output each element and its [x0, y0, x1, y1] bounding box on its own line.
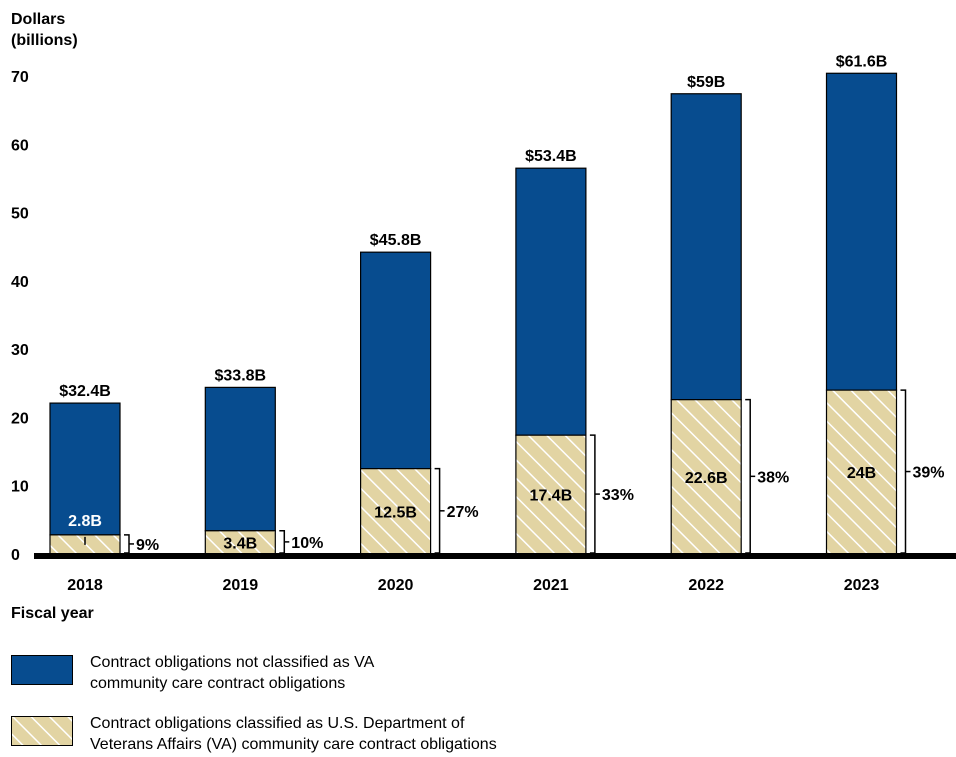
legend-label: Contract obligations not classified as V… [90, 652, 630, 694]
bar-chart: 0 10 20 30 40 50 60 70 $32.4B 2.8B 9% $33.8B 3.4B 10… [11, 53, 956, 594]
legend-label-line: community care contract obligations [90, 675, 346, 692]
x-tick-label: 2020 [378, 577, 414, 594]
legend-item-community-care: Contract obligations classified as U.S. … [11, 713, 631, 757]
share-label: 39% [913, 465, 945, 482]
share-bracket [434, 467, 441, 554]
bar-other [360, 251, 432, 470]
y-tick-label: 20 [11, 410, 29, 427]
y-tick-label: 10 [11, 479, 29, 496]
y-tick-label: 70 [11, 69, 29, 86]
bar-other [670, 93, 742, 401]
share-bracket [279, 530, 286, 554]
bar-other [515, 167, 587, 436]
share-label: 38% [757, 469, 789, 486]
bar-other [825, 72, 898, 391]
x-tick-label: 2022 [688, 577, 724, 594]
total-label: $61.6B [836, 53, 888, 70]
y-tick-label: 30 [11, 342, 29, 359]
x-tick-label: 2023 [844, 577, 880, 594]
value-label: 22.6B [685, 470, 728, 487]
legend-swatch-hatched [11, 716, 73, 746]
legend-label-line: Contract obligations not classified as V… [90, 654, 375, 671]
share-label: 27% [447, 504, 479, 521]
share-label: 9% [136, 537, 159, 554]
share-label: 10% [291, 535, 323, 552]
total-label: $33.8B [215, 367, 267, 384]
y-tick-label: 40 [11, 274, 29, 291]
legend-label-line: Veterans Affairs (VA) community care con… [90, 736, 497, 753]
share-bracket [900, 389, 907, 554]
value-label: 24B [847, 465, 876, 482]
x-axis-title: Fiscal year [11, 605, 94, 622]
legend-label-line: Contract obligations classified as U.S. … [90, 715, 465, 732]
value-label: 12.5B [374, 504, 417, 521]
y-tick-label: 0 [11, 547, 20, 564]
legend-item-other: Contract obligations not classified as V… [11, 652, 631, 696]
x-tick-label: 2018 [67, 577, 103, 594]
share-bracket [124, 534, 130, 554]
x-axis-ticks: 2018 2019 2020 2021 2022 2023 [67, 577, 879, 594]
y-axis-title: Dollars (billions) [11, 9, 78, 51]
bar-community-care [825, 389, 898, 555]
share-bracket [589, 434, 596, 554]
bar-other [204, 386, 276, 532]
y-tick-label: 60 [11, 137, 29, 154]
legend-label: Contract obligations classified as U.S. … [90, 713, 630, 755]
y-tick-label: 50 [11, 206, 29, 223]
bar-community-care [360, 468, 432, 555]
total-label: $32.4B [59, 383, 111, 400]
total-label: $53.4B [525, 148, 577, 165]
value-label: 3.4B [223, 535, 257, 552]
bars [49, 72, 898, 555]
bar-community-care [670, 399, 742, 555]
total-label: $45.8B [370, 232, 422, 249]
total-label: $59B [687, 74, 725, 91]
x-tick-label: 2021 [533, 577, 569, 594]
share-bracket [745, 398, 751, 554]
y-axis-ticks: 0 10 20 30 40 50 60 70 [11, 69, 29, 564]
bar-community-care [515, 434, 587, 555]
bar-other [49, 402, 121, 536]
y-axis-title-line-1: Dollars [11, 11, 66, 28]
y-axis-title-line-2: (billions) [11, 32, 78, 49]
value-label: 2.8B [68, 513, 102, 530]
legend-swatch-solid [11, 655, 73, 685]
data-labels: $32.4B 2.8B 9% $33.8B 3.4B 10% $45.8B 12.5B 27% $… [59, 53, 944, 554]
value-label: 17.4B [530, 488, 573, 505]
share-label: 33% [602, 487, 634, 504]
x-tick-label: 2019 [223, 577, 259, 594]
